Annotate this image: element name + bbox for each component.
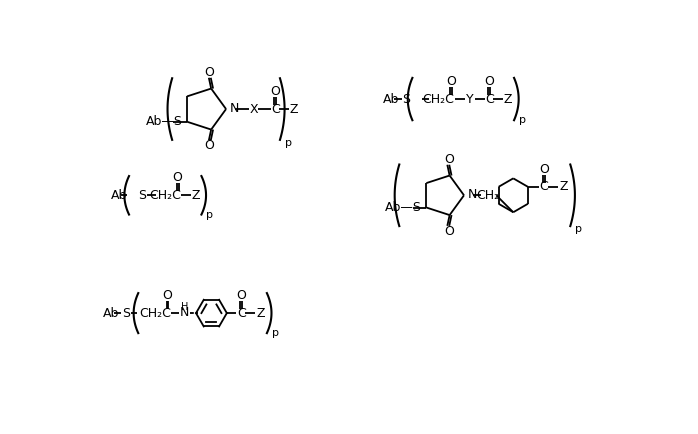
Text: p: p <box>575 224 582 234</box>
Text: Ab—S: Ab—S <box>145 115 182 128</box>
Text: O: O <box>444 225 454 238</box>
Text: N: N <box>230 102 239 115</box>
Text: CH₂C: CH₂C <box>149 189 181 202</box>
Text: H: H <box>181 302 188 312</box>
Text: p: p <box>285 138 292 148</box>
Text: Z: Z <box>559 181 567 193</box>
Text: CH₂: CH₂ <box>476 189 499 202</box>
Text: S: S <box>138 189 146 202</box>
Text: C: C <box>237 306 246 319</box>
Text: CH₂C: CH₂C <box>422 92 454 105</box>
Text: O: O <box>163 289 172 302</box>
Text: Ab: Ab <box>110 189 127 202</box>
Text: CH₂C: CH₂C <box>140 306 171 319</box>
Text: Z: Z <box>290 102 298 115</box>
Text: O: O <box>205 139 214 152</box>
Text: C: C <box>540 181 549 193</box>
Text: O: O <box>205 66 214 79</box>
Bar <box>194 296 229 331</box>
Text: Ab—S: Ab—S <box>385 201 422 214</box>
Text: p: p <box>272 328 279 338</box>
Text: O: O <box>237 289 246 302</box>
Text: Z: Z <box>504 92 512 105</box>
Text: C: C <box>271 102 280 115</box>
Text: N: N <box>180 306 189 319</box>
Text: O: O <box>444 153 454 166</box>
Text: N: N <box>468 188 477 201</box>
Text: S: S <box>122 306 130 319</box>
Text: Ab: Ab <box>383 92 399 105</box>
Text: O: O <box>539 163 549 176</box>
Text: S: S <box>402 92 410 105</box>
Text: O: O <box>172 171 182 184</box>
Text: Z: Z <box>192 189 200 202</box>
Text: Z: Z <box>256 306 265 319</box>
Text: X: X <box>249 102 258 115</box>
Text: p: p <box>519 115 526 125</box>
Text: C: C <box>485 92 493 105</box>
Text: O: O <box>270 85 281 98</box>
Text: Y: Y <box>466 92 473 105</box>
Text: p: p <box>207 210 214 220</box>
Text: O: O <box>446 75 456 88</box>
Text: Ab: Ab <box>103 306 119 319</box>
Text: O: O <box>484 75 494 88</box>
